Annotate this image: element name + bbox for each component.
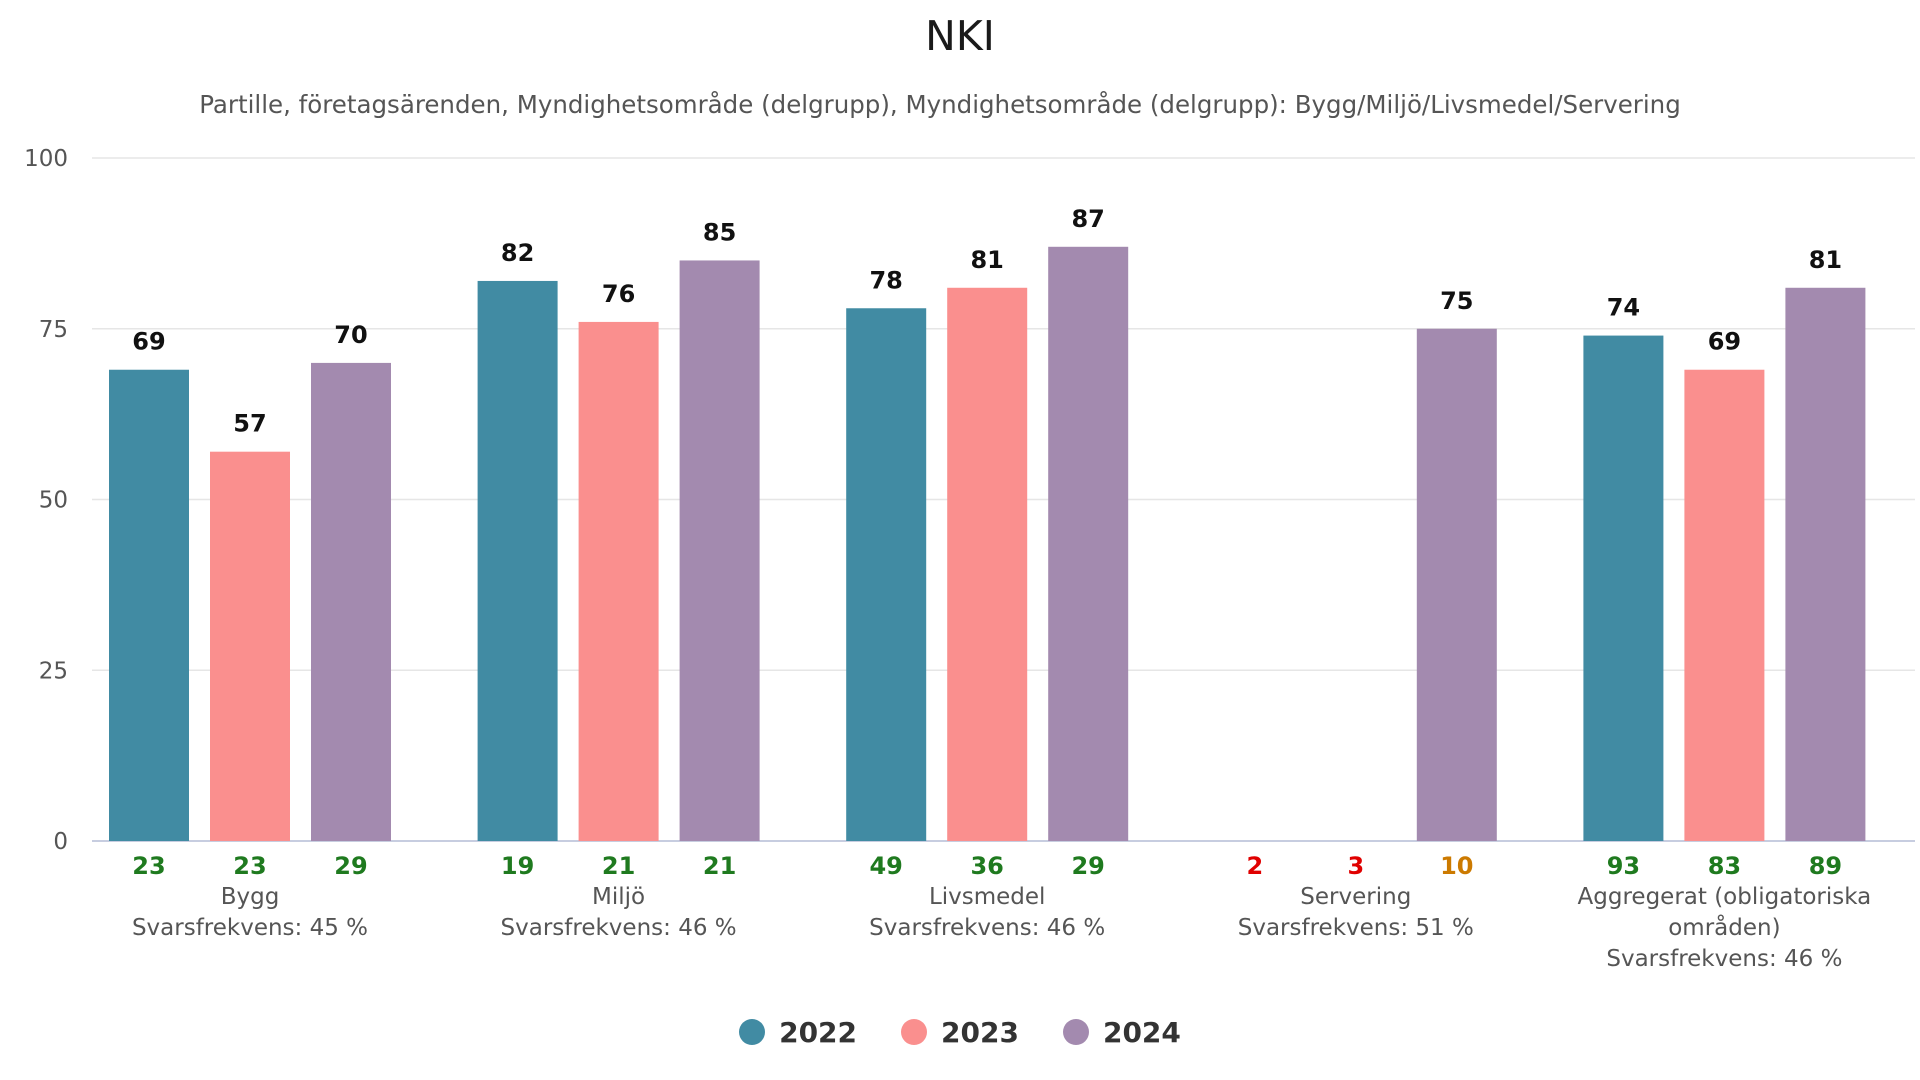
data-label: 57: [233, 410, 266, 438]
response-count-label: 19: [501, 852, 534, 880]
data-label: 81: [970, 246, 1003, 274]
bar-2024: [679, 260, 760, 841]
bar-2022: [477, 280, 558, 841]
chart-subtitle: Partille, företagsärenden, Myndighetsomr…: [199, 90, 1681, 119]
category-label: områden): [1668, 913, 1780, 941]
bar-2023: [210, 451, 290, 841]
bar-2023: [947, 287, 1028, 841]
category-label: Miljö: [592, 884, 645, 910]
bar-2024: [1048, 246, 1129, 842]
response-count-label: 83: [1708, 852, 1741, 880]
bar-2023: [578, 321, 659, 841]
legend-label: 2022: [779, 1016, 858, 1049]
response-count-label: 2: [1246, 852, 1263, 880]
data-label: 85: [703, 218, 736, 246]
response-count-label: 36: [970, 852, 1003, 880]
y-tick-label: 25: [39, 658, 68, 684]
legend-marker-icon: [739, 1019, 766, 1045]
response-count-label: 23: [132, 852, 165, 880]
svarsfrekvens-label: Svarsfrekvens: 46 %: [1606, 946, 1842, 972]
response-count-label: 89: [1809, 852, 1842, 880]
response-count-label: 23: [233, 852, 266, 880]
response-count-label: 3: [1347, 852, 1364, 880]
legend-marker-icon: [901, 1019, 928, 1045]
svarsfrekvens-label: Svarsfrekvens: 46 %: [501, 915, 737, 941]
chart-title: NKI: [925, 12, 995, 60]
bar-2024: [1416, 328, 1497, 841]
data-label: 70: [334, 321, 367, 349]
category-label: Bygg: [221, 884, 280, 910]
data-label: 87: [1071, 205, 1104, 233]
data-label: 78: [869, 266, 902, 294]
y-tick-label: 75: [39, 317, 68, 343]
data-label: 76: [602, 280, 635, 308]
response-count-label: 21: [602, 852, 635, 880]
data-label: 69: [1708, 328, 1741, 356]
response-count-label: 29: [334, 852, 367, 880]
category-label: Servering: [1300, 884, 1411, 910]
response-count-label: 93: [1607, 852, 1640, 880]
data-label: 75: [1440, 287, 1473, 315]
svarsfrekvens-label: Svarsfrekvens: 45 %: [132, 915, 368, 941]
y-tick-label: 50: [39, 488, 68, 514]
bar-2022: [1583, 335, 1664, 841]
bar-2024: [311, 362, 391, 841]
bar-2024: [1785, 287, 1866, 841]
svarsfrekvens-label: Svarsfrekvens: 51 %: [1238, 915, 1474, 941]
bar-2023: [1684, 369, 1765, 841]
y-tick-label: 100: [24, 146, 68, 172]
response-count-label: 49: [869, 852, 902, 880]
legend-item-2023[interactable]: 2023: [901, 1016, 1019, 1049]
y-tick-label: 0: [53, 829, 68, 855]
data-label: 82: [501, 239, 534, 267]
response-count-label: 29: [1071, 852, 1104, 880]
response-count-label: 21: [703, 852, 736, 880]
data-label: 81: [1809, 246, 1842, 274]
chart-legend: 2022 2023 2024: [0, 1016, 1920, 1049]
data-label: 69: [132, 328, 165, 356]
legend-item-2022[interactable]: 2022: [739, 1016, 857, 1049]
response-count-label: 10: [1440, 852, 1473, 880]
bar-2022: [109, 369, 189, 841]
category-label: Livsmedel: [929, 884, 1046, 910]
legend-label: 2024: [1102, 1016, 1181, 1049]
legend-marker-icon: [1062, 1019, 1089, 1045]
legend-label: 2023: [941, 1016, 1019, 1049]
legend-item-2024[interactable]: 2024: [1062, 1016, 1181, 1049]
data-label: 74: [1607, 294, 1640, 322]
bar-2022: [846, 308, 927, 841]
svarsfrekvens-label: Svarsfrekvens: 46 %: [869, 915, 1105, 941]
category-label: Aggregerat (obligatoriska: [1578, 884, 1872, 910]
